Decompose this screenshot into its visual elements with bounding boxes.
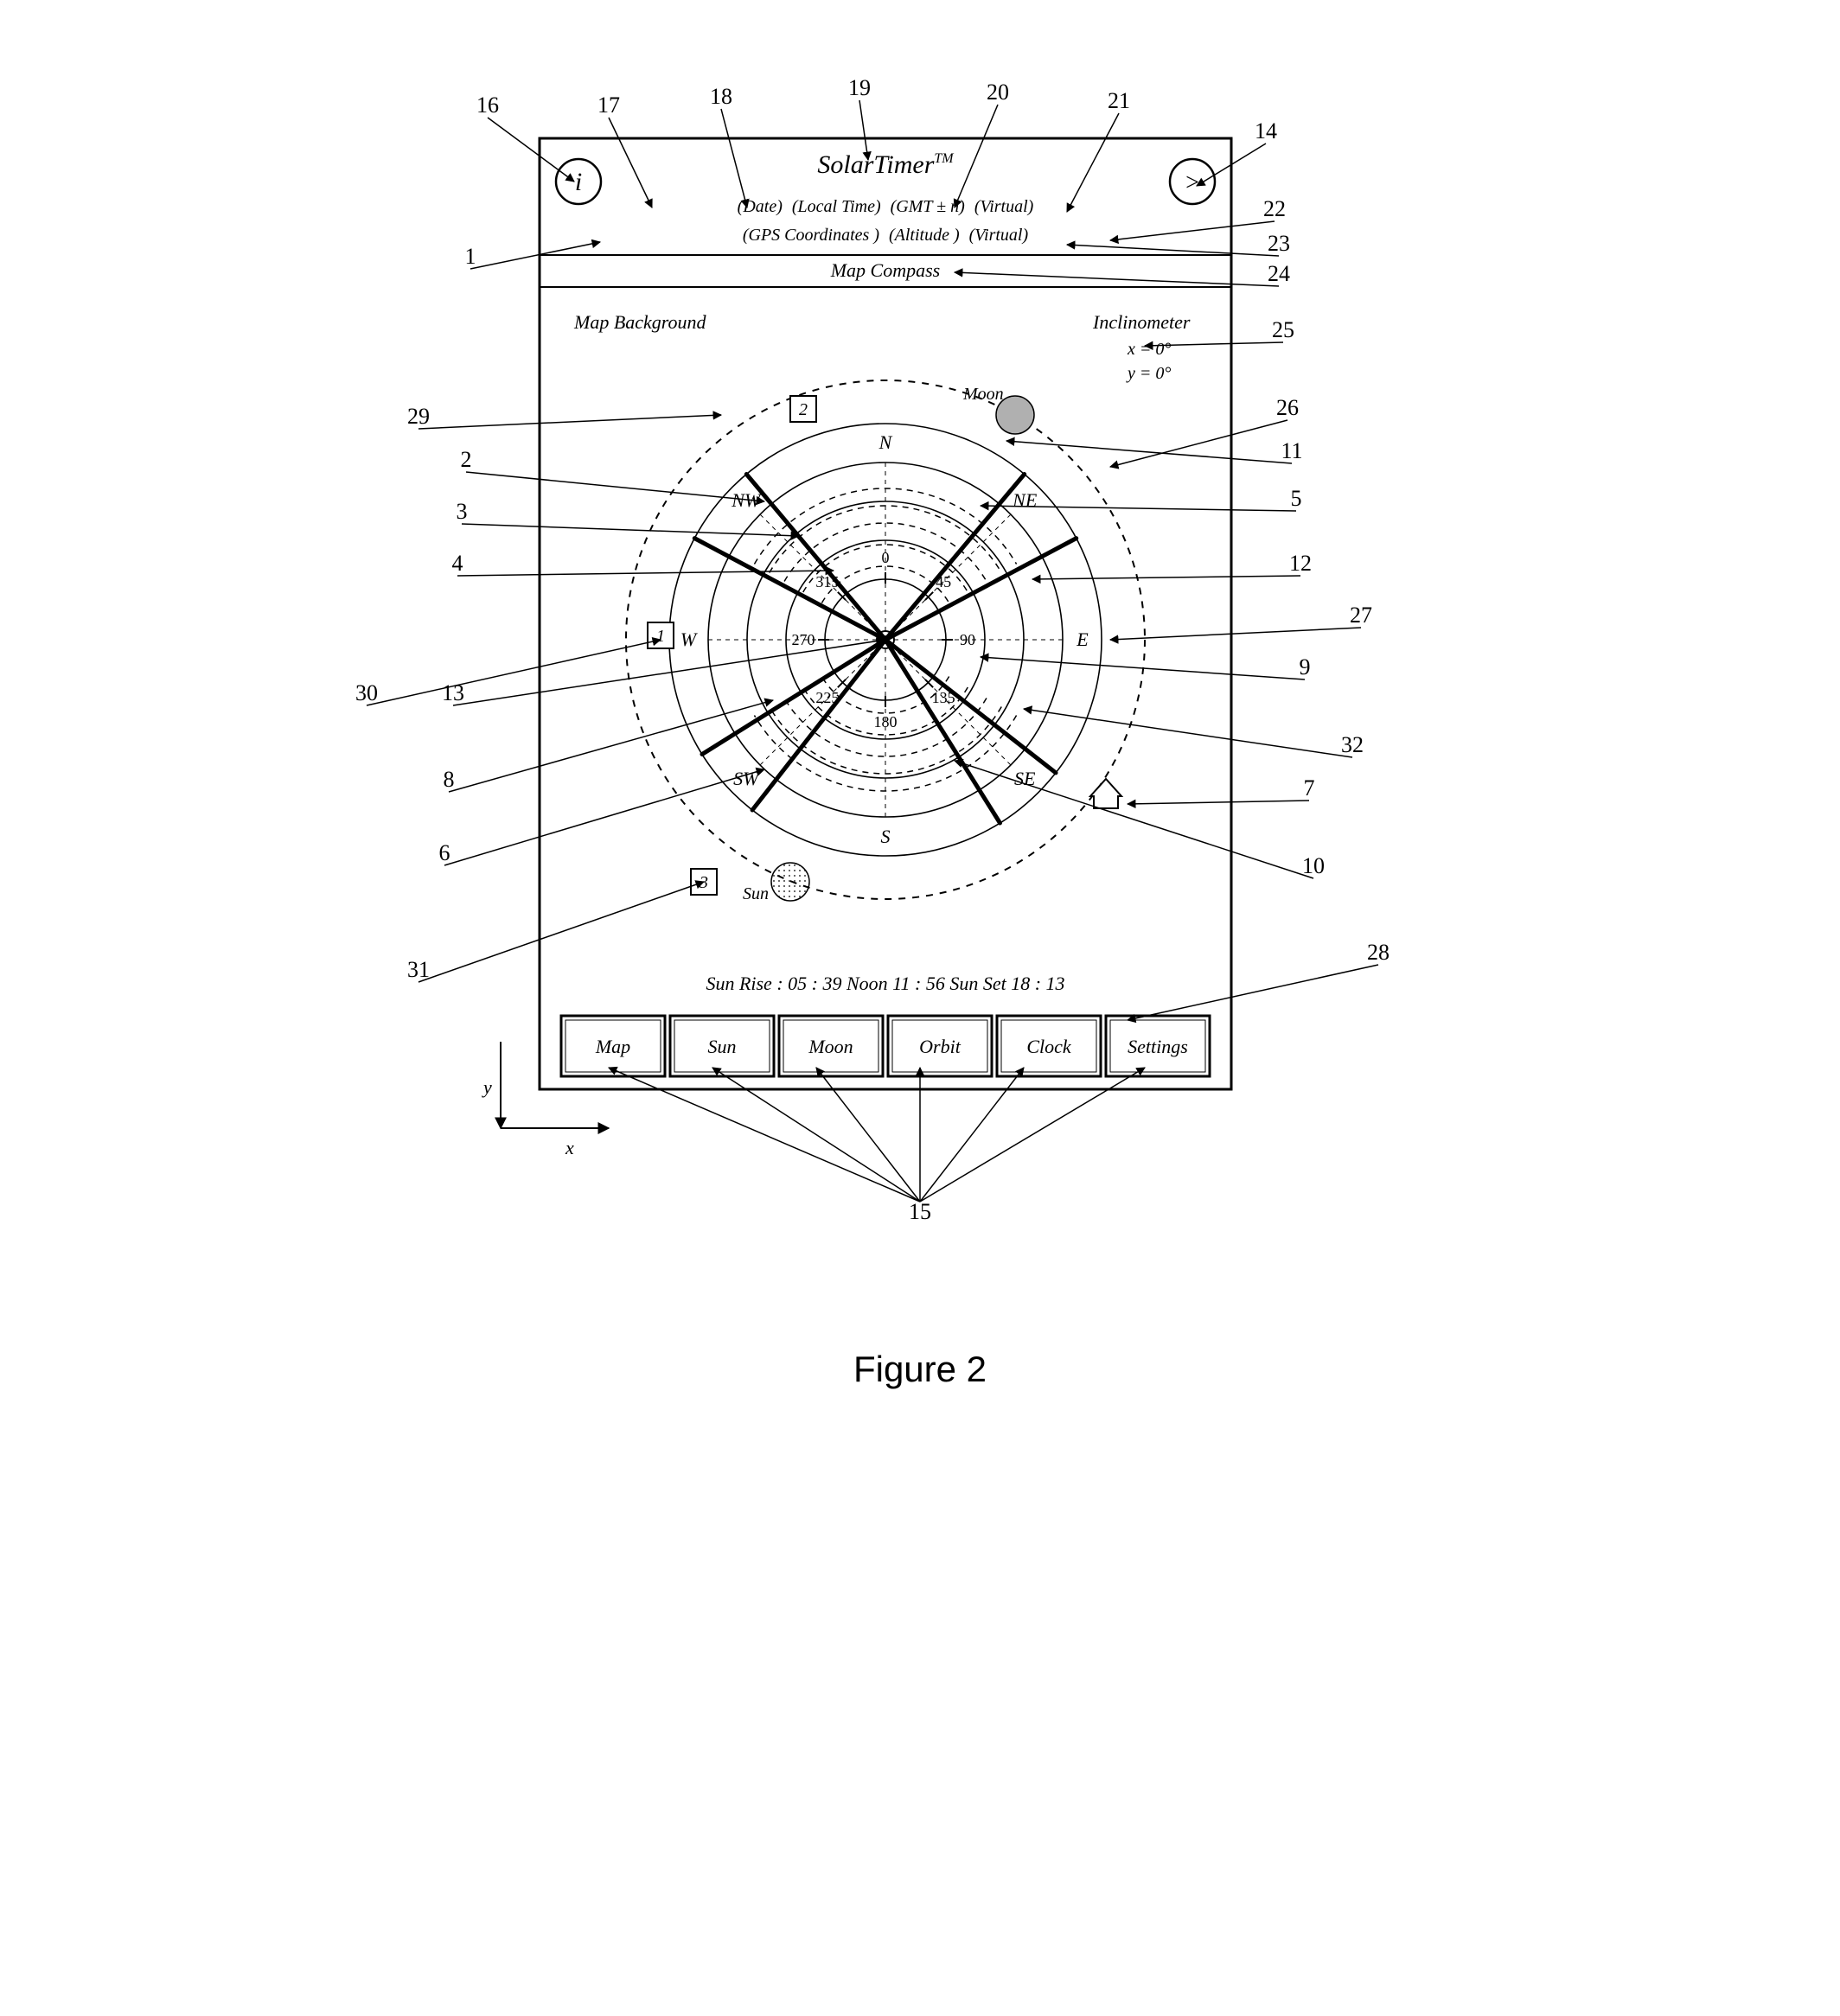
svg-text:19: 19 bbox=[848, 75, 871, 100]
svg-text:30: 30 bbox=[355, 680, 378, 705]
svg-text:8: 8 bbox=[444, 767, 455, 792]
svg-text:225: 225 bbox=[815, 689, 839, 706]
figure-svg: i > SolarTimerTM (Date) (Local Time) (GM… bbox=[315, 35, 1525, 1331]
map-compass-label: Map Compass bbox=[830, 259, 941, 281]
svg-text:Settings: Settings bbox=[1128, 1036, 1188, 1057]
svg-text:S: S bbox=[881, 826, 891, 847]
svg-text:1: 1 bbox=[656, 627, 665, 646]
figure-label: Figure 2 bbox=[853, 1349, 987, 1390]
svg-text:23: 23 bbox=[1268, 231, 1290, 256]
sun-events: Sun Rise : 05 : 39 Noon 11 : 56 Sun Set … bbox=[706, 973, 1064, 994]
figure-container: i > SolarTimerTM (Date) (Local Time) (GM… bbox=[315, 35, 1525, 1331]
svg-text:15: 15 bbox=[909, 1199, 931, 1224]
svg-text:12: 12 bbox=[1289, 551, 1312, 576]
svg-text:y: y bbox=[482, 1076, 492, 1098]
svg-text:W: W bbox=[680, 628, 698, 650]
svg-text:45: 45 bbox=[936, 573, 951, 590]
map-bg-label: Map Background bbox=[573, 311, 707, 333]
svg-text:16: 16 bbox=[476, 93, 499, 118]
compass: N0NE45E90SE135S180SW225W270NW315 Moon Su… bbox=[626, 380, 1145, 903]
svg-text:11: 11 bbox=[1281, 438, 1302, 463]
svg-text:25: 25 bbox=[1272, 317, 1294, 342]
svg-text:3: 3 bbox=[457, 499, 468, 524]
svg-text:24: 24 bbox=[1268, 261, 1290, 286]
inclinometer-y: y = 0° bbox=[1126, 364, 1171, 383]
svg-text:9: 9 bbox=[1300, 654, 1311, 679]
button-orbit[interactable]: Orbit bbox=[888, 1016, 992, 1076]
svg-text:x: x bbox=[565, 1137, 574, 1158]
svg-text:90: 90 bbox=[960, 631, 975, 648]
button-map[interactable]: Map bbox=[561, 1016, 665, 1076]
svg-text:270: 270 bbox=[792, 631, 815, 648]
svg-text:180: 180 bbox=[874, 713, 898, 730]
svg-text:Moon: Moon bbox=[808, 1036, 853, 1057]
svg-text:2: 2 bbox=[461, 447, 472, 472]
svg-text:4: 4 bbox=[452, 551, 463, 576]
header-line1: (Date) (Local Time) (GMT ± n) (Virtual) bbox=[738, 197, 1034, 216]
app-title: SolarTimerTM bbox=[817, 150, 955, 179]
svg-text:27: 27 bbox=[1350, 603, 1372, 628]
button-sun[interactable]: Sun bbox=[670, 1016, 774, 1076]
inclinometer-label: Inclinometer bbox=[1092, 311, 1191, 333]
svg-text:E: E bbox=[1076, 628, 1089, 650]
svg-text:17: 17 bbox=[597, 93, 620, 118]
svg-text:7: 7 bbox=[1304, 775, 1315, 801]
svg-text:31: 31 bbox=[407, 957, 430, 982]
forward-icon: > bbox=[1185, 169, 1199, 196]
info-icon: i bbox=[575, 168, 582, 196]
svg-text:SW: SW bbox=[733, 768, 760, 789]
button-moon[interactable]: Moon bbox=[779, 1016, 883, 1076]
house-icon bbox=[1090, 779, 1121, 808]
svg-text:29: 29 bbox=[407, 404, 430, 429]
svg-text:N: N bbox=[878, 431, 893, 453]
svg-text:315: 315 bbox=[815, 573, 839, 590]
svg-text:13: 13 bbox=[442, 680, 464, 705]
svg-text:1: 1 bbox=[465, 244, 476, 269]
svg-text:2: 2 bbox=[799, 400, 808, 419]
svg-text:26: 26 bbox=[1276, 395, 1299, 420]
svg-text:18: 18 bbox=[710, 84, 732, 109]
svg-text:28: 28 bbox=[1367, 940, 1390, 965]
sun-icon bbox=[771, 863, 809, 901]
svg-text:Orbit: Orbit bbox=[919, 1036, 962, 1057]
marker-1[interactable]: 1 bbox=[648, 622, 674, 648]
svg-text:Map: Map bbox=[595, 1036, 630, 1057]
svg-text:10: 10 bbox=[1302, 853, 1325, 878]
svg-text:NE: NE bbox=[1012, 489, 1038, 511]
svg-text:32: 32 bbox=[1341, 732, 1364, 757]
svg-text:0: 0 bbox=[882, 549, 890, 566]
button-clock[interactable]: Clock bbox=[997, 1016, 1101, 1076]
sun-label: Sun bbox=[743, 884, 769, 903]
button-settings[interactable]: Settings bbox=[1106, 1016, 1210, 1076]
svg-text:Sun: Sun bbox=[708, 1036, 737, 1057]
header-line2: (GPS Coordinates ) (Altitude ) (Virtual) bbox=[743, 226, 1029, 245]
svg-text:6: 6 bbox=[439, 840, 450, 865]
svg-text:Clock: Clock bbox=[1026, 1036, 1072, 1057]
svg-text:20: 20 bbox=[987, 80, 1009, 105]
svg-text:135: 135 bbox=[932, 689, 955, 706]
svg-text:22: 22 bbox=[1263, 196, 1286, 221]
svg-text:14: 14 bbox=[1255, 118, 1277, 144]
svg-text:21: 21 bbox=[1108, 88, 1130, 113]
inclinometer-x: x = 0° bbox=[1127, 340, 1171, 359]
moon-label: Moon bbox=[962, 385, 1004, 404]
svg-text:5: 5 bbox=[1291, 486, 1302, 511]
button-bar: Map Sun Moon Orbit Clock Settings bbox=[561, 1016, 1210, 1076]
marker-2[interactable]: 2 bbox=[790, 396, 816, 422]
